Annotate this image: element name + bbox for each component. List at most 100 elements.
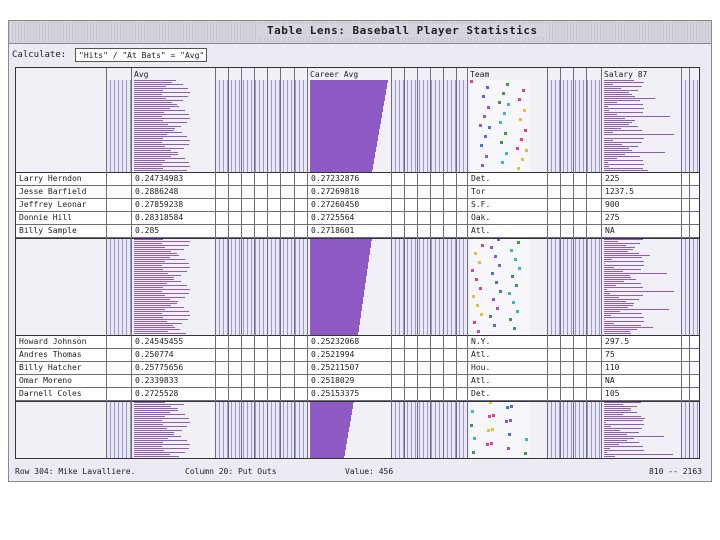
table-row[interactable]: Donnie Hill 0.28318584 0.2725564 Oak. 275 [16, 212, 699, 225]
cell-name[interactable]: Donnie Hill [16, 212, 106, 224]
column-divider[interactable] [294, 68, 295, 458]
cell-avg[interactable]: 0.27859238 [131, 199, 215, 211]
table-row[interactable]: Larry Herndon 0.24734983 0.27232876 Det. 225 [16, 173, 699, 186]
cell-avg[interactable]: 0.2886248 [131, 186, 215, 198]
column-divider[interactable] [404, 68, 405, 458]
cell-avg[interactable]: 0.24734983 [131, 173, 215, 185]
column-divider[interactable] [267, 68, 268, 458]
column-divider[interactable] [307, 68, 308, 458]
cell-name[interactable]: Jeffrey Leonar [16, 199, 106, 211]
table-row[interactable]: Howard Johnson 0.24545455 0.25232068 N.Y. 29… [16, 336, 699, 349]
cell-name[interactable]: Omar Moreno [16, 375, 106, 387]
cell-team[interactable]: Oak. [467, 212, 547, 224]
column-header-team[interactable]: Team [470, 70, 490, 79]
column-divider[interactable] [254, 68, 255, 458]
column-divider[interactable] [467, 68, 468, 458]
column-header-career-avg[interactable]: Career Avg [310, 70, 359, 79]
column-divider[interactable] [689, 68, 690, 458]
cell-salary[interactable]: 1237.5 [601, 186, 681, 198]
cell-avg[interactable]: 0.28318584 [131, 212, 215, 224]
calculate-input[interactable] [75, 48, 207, 62]
cell-team[interactable]: Atl. [467, 225, 547, 237]
cell-team[interactable]: Hou. [467, 362, 547, 374]
cell-avg[interactable]: 0.285 [131, 225, 215, 237]
cell-salary[interactable]: NA [601, 375, 681, 387]
cell-name[interactable]: Billy Sample [16, 225, 106, 237]
cell-salary[interactable]: 225 [601, 173, 681, 185]
cell-team[interactable]: Atl. [467, 375, 547, 387]
salary-bars [604, 80, 680, 172]
column-divider[interactable] [131, 68, 132, 458]
column-divider[interactable] [586, 68, 587, 458]
cell-name[interactable]: Billy Hatcher [16, 362, 106, 374]
cell-team[interactable]: N.Y. [467, 336, 547, 348]
cell-avg[interactable]: 0.24545455 [131, 336, 215, 348]
column-divider[interactable] [573, 68, 574, 458]
column-divider[interactable] [547, 68, 548, 458]
cell-avg[interactable]: 0.2339833 [131, 375, 215, 387]
column-divider[interactable] [280, 68, 281, 458]
table-row[interactable]: Billy Sample 0.285 0.2718601 Atl. NA [16, 225, 699, 238]
cell-career-avg[interactable]: 0.2725564 [307, 212, 391, 224]
avg-bars [134, 237, 194, 335]
cell-salary[interactable]: 297.5 [601, 336, 681, 348]
cell-career-avg[interactable]: 0.27232876 [307, 173, 391, 185]
cell-team[interactable]: Det. [467, 173, 547, 185]
cell-avg[interactable]: 0.2725528 [131, 388, 215, 400]
team-dots [470, 237, 530, 335]
column-divider[interactable] [391, 68, 392, 458]
table-row[interactable]: Jesse Barfield 0.2886248 0.27269818 Tor 1237… [16, 186, 699, 199]
cell-team[interactable]: Det. [467, 388, 547, 400]
cell-career-avg[interactable]: 0.2518029 [307, 375, 391, 387]
cell-career-avg[interactable]: 0.2521994 [307, 349, 391, 361]
table-row[interactable]: Andres Thomas 0.250774 0.2521994 Atl. 75 [16, 349, 699, 362]
column-divider[interactable] [228, 68, 229, 458]
cell-team[interactable]: Atl. [467, 349, 547, 361]
career-avg-bars [310, 400, 390, 458]
context-column [547, 237, 601, 335]
column-divider[interactable] [456, 68, 457, 458]
cell-salary[interactable]: NA [601, 225, 681, 237]
cell-salary[interactable]: 75 [601, 349, 681, 361]
cell-career-avg[interactable]: 0.27260450 [307, 199, 391, 211]
cell-name[interactable]: Darnell Coles [16, 388, 106, 400]
cell-salary[interactable]: 105 [601, 388, 681, 400]
cell-name[interactable]: Andres Thomas [16, 349, 106, 361]
column-header-avg[interactable]: Avg [134, 70, 149, 79]
cell-salary[interactable]: 900 [601, 199, 681, 211]
column-header-salary[interactable]: Salary 87 [604, 70, 648, 79]
column-divider[interactable] [215, 68, 216, 458]
cell-salary[interactable]: 275 [601, 212, 681, 224]
status-row: Row 304: Mike Lavalliere. [15, 467, 136, 476]
cell-salary[interactable]: 110 [601, 362, 681, 374]
cell-name[interactable]: Howard Johnson [16, 336, 106, 348]
cell-avg[interactable]: 0.25775656 [131, 362, 215, 374]
column-divider[interactable] [241, 68, 242, 458]
cell-career-avg[interactable]: 0.2718601 [307, 225, 391, 237]
table-row[interactable]: Billy Hatcher 0.25775656 0.25211507 Hou. 110 [16, 362, 699, 375]
cell-career-avg[interactable]: 0.27269818 [307, 186, 391, 198]
status-column: Column 20: Put Outs [185, 467, 277, 476]
cell-career-avg[interactable]: 0.25211507 [307, 362, 391, 374]
cell-team[interactable]: S.F. [467, 199, 547, 211]
cell-career-avg[interactable]: 0.25153375 [307, 388, 391, 400]
cell-avg[interactable]: 0.250774 [131, 349, 215, 361]
cell-name[interactable]: Jesse Barfield [16, 186, 106, 198]
column-divider[interactable] [681, 68, 682, 458]
column-divider[interactable] [560, 68, 561, 458]
cell-team[interactable]: Tor [467, 186, 547, 198]
column-divider[interactable] [601, 68, 602, 458]
cell-name[interactable]: Larry Herndon [16, 173, 106, 185]
context-column [681, 237, 699, 335]
column-divider[interactable] [106, 68, 107, 458]
table-row[interactable]: Omar Moreno 0.2339833 0.2518029 Atl. NA [16, 375, 699, 388]
column-divider[interactable] [417, 68, 418, 458]
cell-career-avg[interactable]: 0.25232068 [307, 336, 391, 348]
column-divider[interactable] [430, 68, 431, 458]
table-row[interactable]: Jeffrey Leonar 0.27859238 0.27260450 S.F. 90… [16, 199, 699, 212]
column-divider[interactable] [443, 68, 444, 458]
focus-group: Larry Herndon 0.24734983 0.27232876 Det. 225… [16, 172, 699, 239]
table-row[interactable]: Darnell Coles 0.2725528 0.25153375 Det. 105 [16, 388, 699, 401]
title-bar[interactable]: Table Lens: Baseball Player Statistics [9, 21, 711, 44]
table-lens-grid[interactable]: Avg Career Avg Team Salary 87 Larry Hern… [15, 67, 700, 459]
